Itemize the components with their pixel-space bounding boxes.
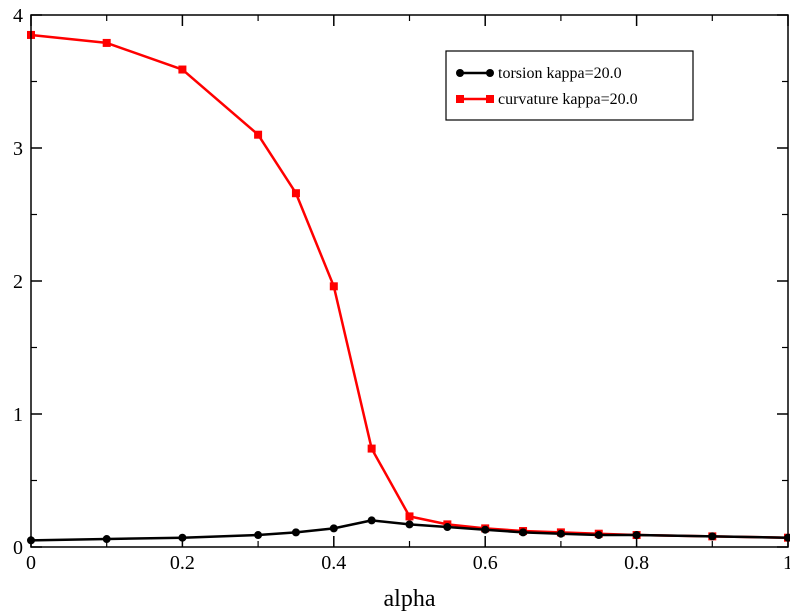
legend-marker-curvature [456, 95, 464, 103]
data-point-curvature [254, 130, 263, 139]
data-point-curvature [102, 38, 111, 47]
data-point-torsion [367, 516, 376, 525]
y-tick-label: 2 [13, 271, 23, 293]
data-point-curvature [329, 282, 338, 291]
data-point-torsion [481, 525, 490, 534]
tick-labels: 0 0.2 0.4 0.6 0.8 1 0 1 2 3 4 [13, 5, 790, 574]
data-point-curvature [291, 189, 300, 198]
data-point-torsion [556, 529, 565, 538]
data-point-torsion [632, 531, 641, 540]
y-tick-label: 4 [13, 5, 23, 27]
y-tick-label: 3 [13, 138, 23, 160]
data-point-curvature [405, 512, 414, 521]
data-point-torsion [254, 531, 263, 540]
x-tick-label: 0 [26, 552, 36, 574]
legend-label-curvature: curvature kappa=20.0 [498, 91, 638, 108]
plot-frame [30, 14, 789, 548]
data-point-torsion [708, 532, 717, 541]
x-axis-title: alpha [384, 586, 436, 612]
data-point-torsion [102, 535, 111, 544]
x-tick-label: 1 [783, 552, 790, 574]
data-point-torsion [594, 531, 603, 540]
legend-marker-torsion [456, 69, 464, 77]
legend-marker-curvature [486, 95, 494, 103]
data-point-torsion [405, 520, 414, 529]
data-point-torsion [519, 528, 528, 537]
data-point-curvature [367, 444, 376, 453]
data-point-torsion [443, 523, 452, 532]
x-tick-label: 0.4 [321, 552, 346, 574]
data-point-curvature [178, 65, 187, 74]
x-tick-label: 0.2 [170, 552, 195, 574]
data-point-torsion [291, 528, 300, 537]
series-line-torsion [30, 519, 789, 542]
data-point-torsion [178, 533, 187, 542]
series-torsion [27, 516, 790, 545]
legend-marker-torsion [486, 69, 494, 77]
legend-box [445, 50, 694, 121]
y-tick-label: 1 [13, 404, 23, 426]
x-tick-label: 0.8 [624, 552, 649, 574]
legend: torsion kappa=20.0 curvature kappa=20.0 [445, 50, 694, 121]
y-tick-label: 0 [13, 537, 23, 559]
legend-label-torsion: torsion kappa=20.0 [498, 65, 622, 82]
x-tick-label: 0.6 [473, 552, 498, 574]
data-point-torsion [329, 524, 338, 533]
